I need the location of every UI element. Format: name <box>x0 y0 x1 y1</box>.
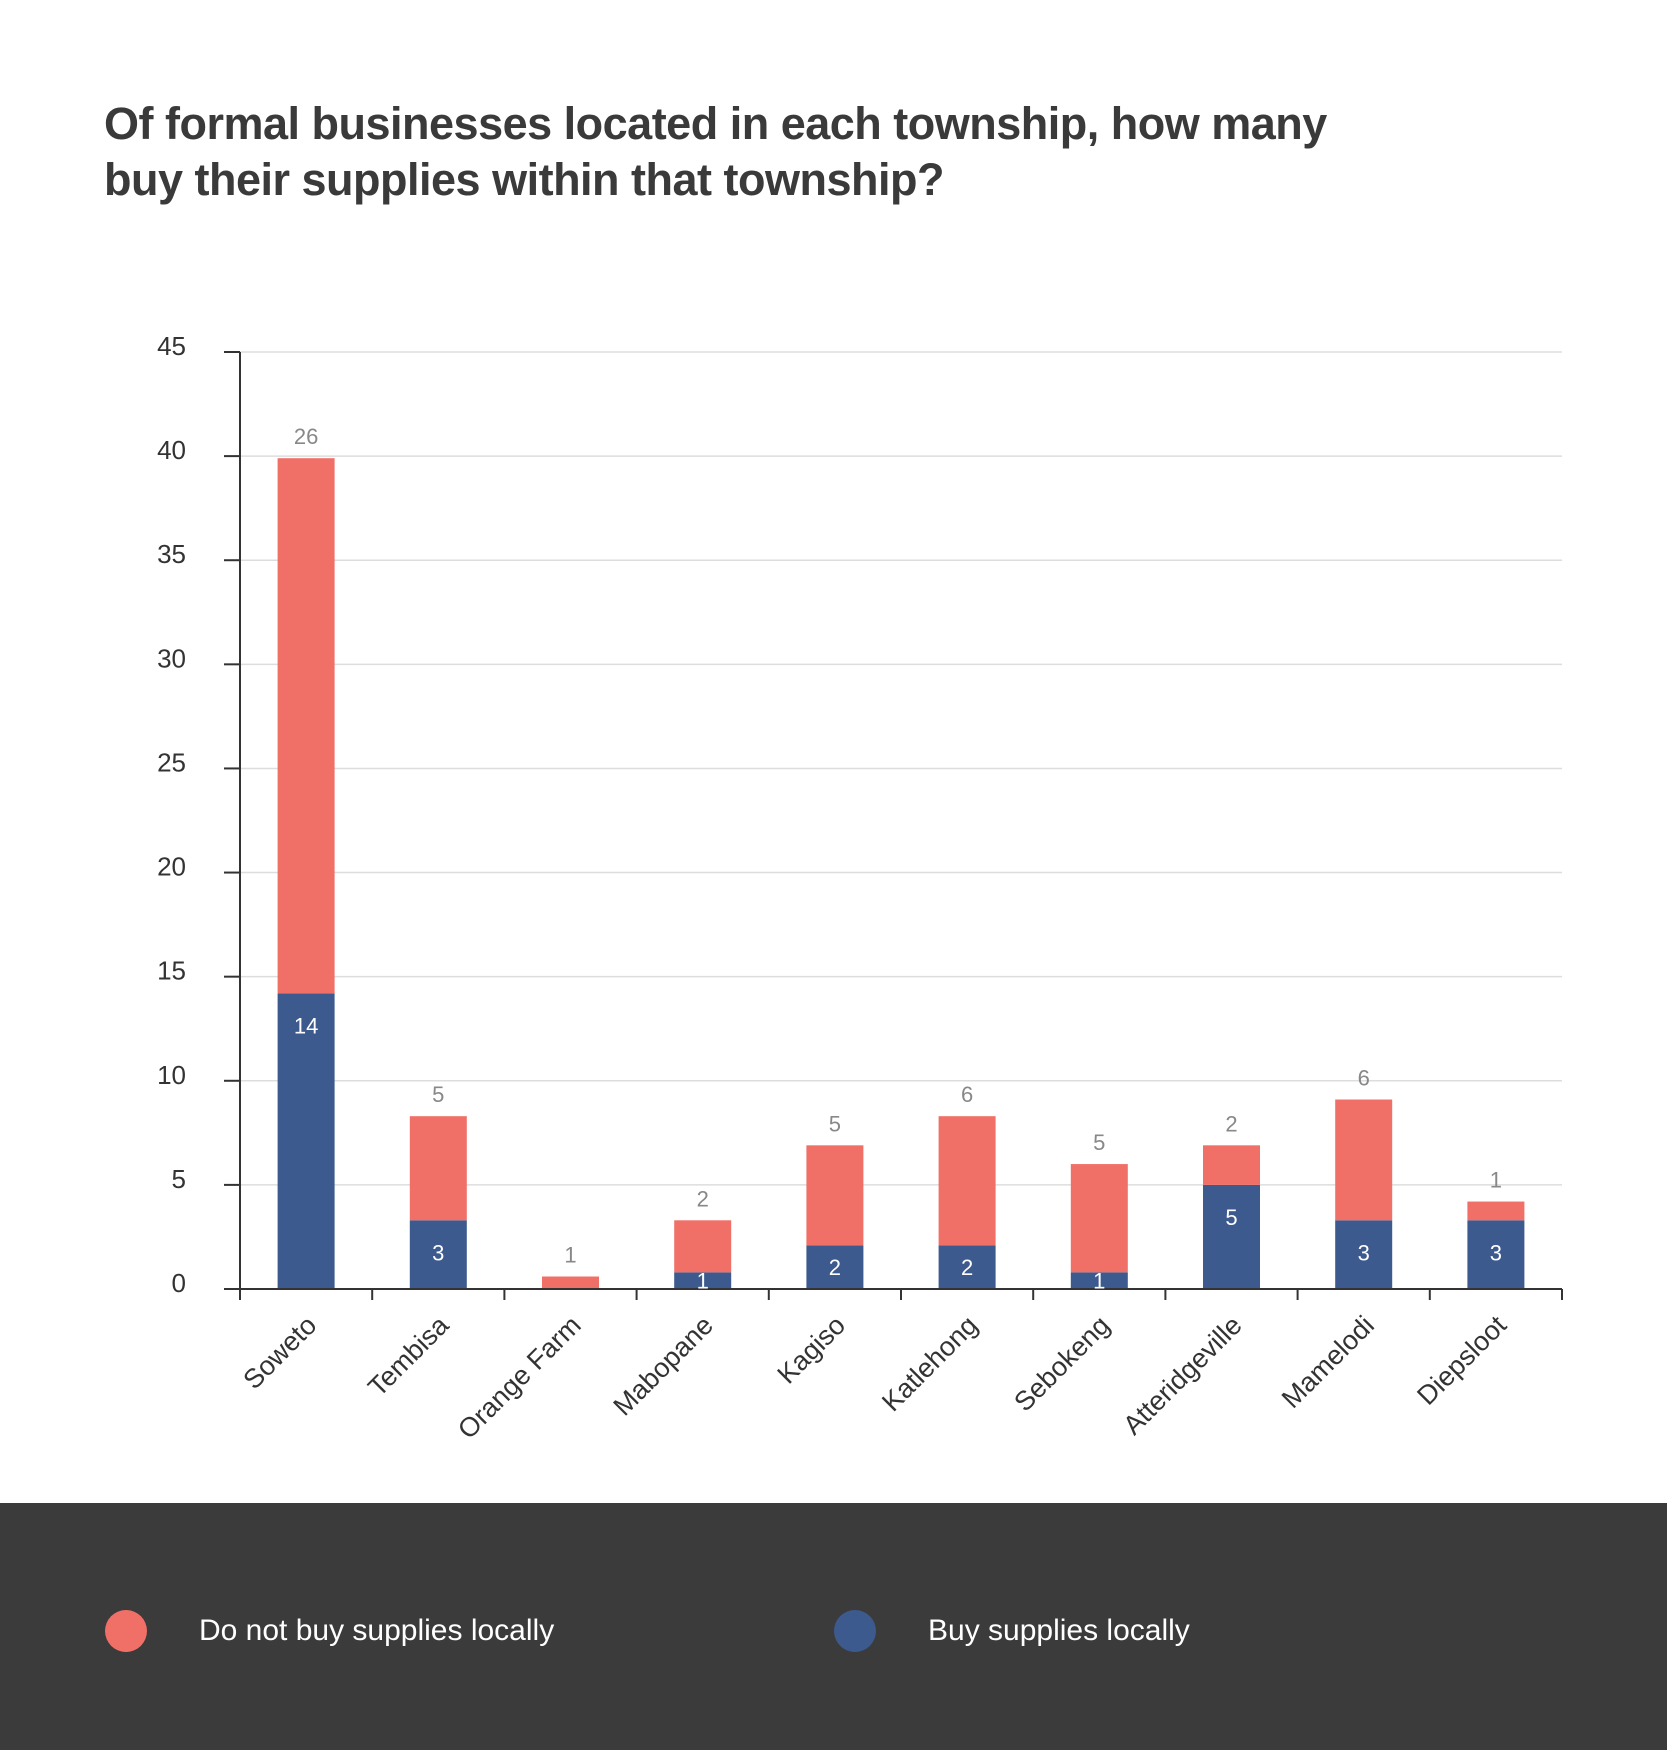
bar-segment-buy <box>1070 1272 1128 1289</box>
y-tick-label: 5 <box>172 1164 186 1194</box>
data-label-buy: 1 <box>697 1269 709 1294</box>
category-label: Diepsloot <box>1411 1310 1512 1411</box>
bar-segment-do-not-buy <box>1070 1164 1128 1273</box>
y-tick-label: 15 <box>157 956 186 986</box>
data-label-do-not-buy: 5 <box>432 1082 444 1107</box>
data-label-buy: 3 <box>1358 1240 1370 1265</box>
category-label: Tembisa <box>362 1309 455 1402</box>
data-label-buy: 5 <box>1225 1205 1237 1230</box>
legend-item-do-not-buy: Do not buy supplies locally <box>105 1609 554 1653</box>
data-label-do-not-buy: 26 <box>294 424 318 449</box>
data-label-buy: 2 <box>829 1255 841 1280</box>
bar-segment-buy <box>1203 1184 1260 1289</box>
bar-segment-buy <box>409 1220 467 1289</box>
labels: 0510152025303540452614Soweto53Tembisa1Or… <box>157 331 1512 1445</box>
bar-segment-do-not-buy <box>542 1276 599 1289</box>
bars <box>277 458 1525 1289</box>
legend-label-buy: Buy supplies locally <box>928 1614 1190 1647</box>
bar-segment-buy <box>1467 1220 1525 1289</box>
category-label: Kagiso <box>772 1310 852 1390</box>
data-label-do-not-buy: 1 <box>564 1243 576 1268</box>
bar-segment-do-not-buy <box>1467 1201 1525 1221</box>
category-label: Atteridgeville <box>1117 1310 1248 1441</box>
data-label-do-not-buy: 2 <box>1225 1111 1237 1136</box>
legend: Do not buy supplies locally Buy supplies… <box>0 1503 1667 1750</box>
axes <box>224 351 1563 1300</box>
category-label: Mabopane <box>607 1310 718 1421</box>
bar-segment-buy <box>806 1245 864 1289</box>
y-tick-label: 40 <box>157 435 186 465</box>
legend-item-buy: Buy supplies locally <box>834 1609 1190 1653</box>
y-tick-label: 30 <box>157 643 186 673</box>
bar-segment-buy <box>674 1272 732 1289</box>
legend-swatch-do-not-buy <box>105 1610 147 1652</box>
bar-segment-do-not-buy <box>409 1116 467 1221</box>
bar-segment-do-not-buy <box>277 458 335 994</box>
stacked-bar-chart: 0510152025303540452614Soweto53Tembisa1Or… <box>157 331 1563 1445</box>
category-label: Mamelodi <box>1276 1310 1380 1414</box>
bar-segment-buy <box>938 1245 996 1289</box>
y-tick-label: 20 <box>157 852 186 882</box>
y-tick-label: 25 <box>157 747 186 777</box>
data-label-buy: 3 <box>432 1240 444 1265</box>
bar-segment-do-not-buy <box>674 1220 732 1273</box>
chart-title: Of formal businesses located in each tow… <box>104 98 1327 205</box>
category-label: Soweto <box>237 1310 322 1395</box>
category-label: Sebokeng <box>1008 1310 1115 1417</box>
bar-segment-do-not-buy <box>806 1145 864 1246</box>
data-label-do-not-buy: 2 <box>697 1186 709 1211</box>
data-label-buy: 3 <box>1490 1240 1502 1265</box>
data-label-do-not-buy: 6 <box>961 1082 973 1107</box>
data-label-buy: 2 <box>961 1255 973 1280</box>
data-label-buy: 14 <box>294 1013 318 1038</box>
data-label-buy: 1 <box>1093 1269 1105 1294</box>
bar-segment-buy <box>277 993 335 1289</box>
bar-segment-do-not-buy <box>1203 1145 1260 1185</box>
bar-segment-do-not-buy <box>938 1116 996 1246</box>
legend-label-do-not-buy: Do not buy supplies locally <box>199 1614 555 1647</box>
y-tick-label: 35 <box>157 539 186 569</box>
y-tick-label: 10 <box>157 1060 186 1090</box>
grid-lines <box>240 351 1562 1186</box>
legend-swatch-buy <box>834 1610 876 1652</box>
data-label-do-not-buy: 5 <box>1093 1130 1105 1155</box>
data-label-do-not-buy: 1 <box>1490 1168 1502 1193</box>
data-label-do-not-buy: 6 <box>1358 1066 1370 1091</box>
bar-segment-do-not-buy <box>1335 1099 1393 1221</box>
y-tick-label: 45 <box>157 331 186 361</box>
y-tick-label: 0 <box>172 1268 186 1298</box>
bar-segment-buy <box>1335 1220 1393 1289</box>
data-label-do-not-buy: 5 <box>829 1111 841 1136</box>
category-label: Katlehong <box>876 1310 983 1417</box>
category-label: Orange Farm <box>452 1310 587 1445</box>
